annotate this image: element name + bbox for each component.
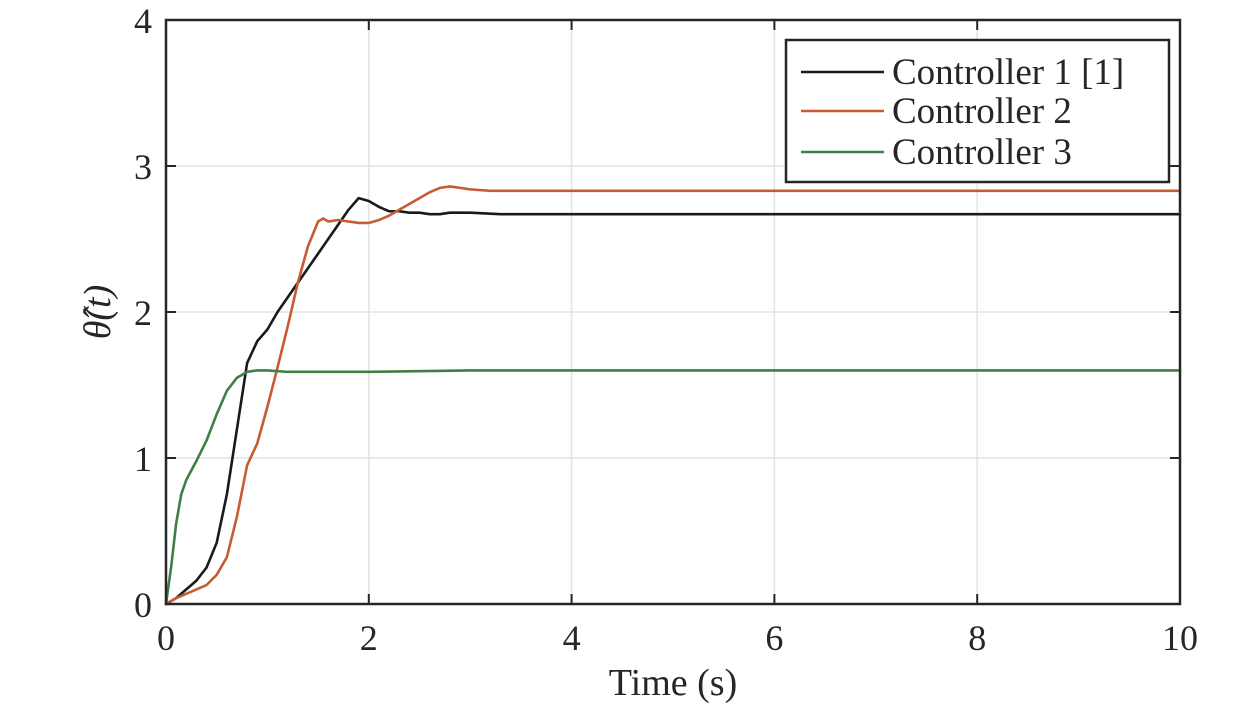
y-tick-label: 3 [134, 147, 152, 187]
x-tick-label: 6 [765, 618, 783, 658]
x-tick-label: 4 [563, 618, 581, 658]
x-tick-label: 2 [360, 618, 378, 658]
tick-marks [165, 19, 1181, 605]
x-axis-label: Time (s) [609, 662, 737, 704]
y-tick-label: 0 [134, 585, 152, 625]
y-tick-label: 4 [134, 1, 152, 41]
legend: Controller 1 [1] Controller 2 Controller… [784, 38, 1171, 184]
y-tick-label: 2 [134, 293, 152, 333]
tick-labels: 0 2 4 6 8 10 0 1 2 3 4 [134, 1, 1198, 658]
series-layer [164, 185, 1182, 606]
series-line-controller-1 [164, 196, 1182, 606]
series-line-controller-2 [164, 185, 1182, 606]
legend-label-controller-3: Controller 3 [892, 132, 1072, 173]
y-axis-label: θ̂(t) [77, 285, 119, 340]
x-tick-label: 8 [968, 618, 986, 658]
series-line-controller-3 [164, 369, 1182, 606]
legend-label-controller-2: Controller 2 [892, 91, 1072, 132]
legend-label-controller-1: Controller 1 [1] [892, 52, 1124, 93]
x-tick-label: 10 [1162, 618, 1198, 658]
y-tick-label: 1 [134, 439, 152, 479]
x-tick-label: 0 [157, 618, 175, 658]
